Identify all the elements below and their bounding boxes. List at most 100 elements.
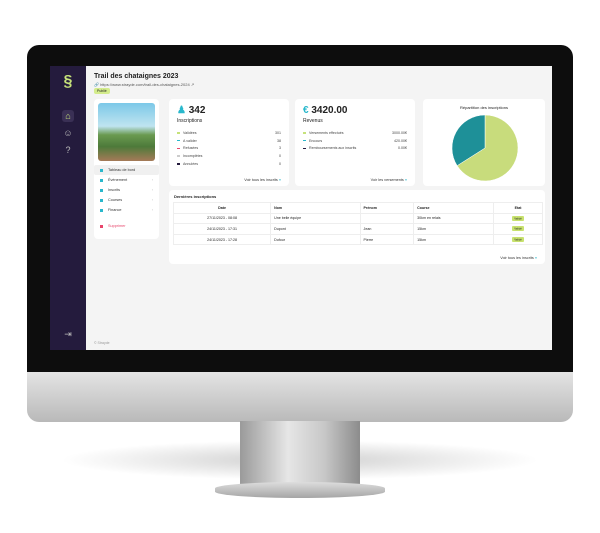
chevron-right-icon: › bbox=[151, 198, 153, 202]
legend-dot bbox=[303, 147, 306, 150]
logo-icon[interactable]: § bbox=[63, 73, 73, 90]
table-cell: Dupont bbox=[270, 223, 361, 235]
pie-slice-1[interactable] bbox=[451, 114, 486, 167]
row-value: 420.00€ bbox=[394, 138, 407, 143]
home-icon[interactable]: ⌂ bbox=[62, 110, 74, 122]
delete-button[interactable]: Supprimer bbox=[94, 221, 159, 231]
table-cell: Une belle équipe bbox=[270, 212, 361, 225]
inscriptions-row: Annulées 0 bbox=[177, 162, 281, 166]
cell-text: Une belle équipe bbox=[274, 216, 302, 221]
menu-icon bbox=[100, 208, 103, 212]
row-value: 38 bbox=[277, 138, 281, 143]
url-text[interactable]: https://www.strayde.com/trail-des-chatai… bbox=[100, 82, 190, 87]
row-label: Validées bbox=[177, 131, 197, 135]
revenus-label: Revenus bbox=[303, 118, 323, 124]
row-label: Annulées bbox=[177, 162, 198, 166]
row-label-text: Encours bbox=[309, 138, 323, 143]
row-label-text: Validées bbox=[183, 131, 197, 135]
row-label: Incomplètes bbox=[177, 154, 202, 158]
inscriptions-card: ♟ 342 Inscriptions Validées 301 A valider 3… bbox=[169, 99, 289, 186]
recent-inscriptions-card: Dernières inscriptions Date Nom Prénom Cour… bbox=[169, 190, 545, 264]
table-cell bbox=[359, 212, 415, 225]
event-url[interactable]: 🔗 https://www.strayde.com/trail-des-chat… bbox=[94, 82, 195, 87]
cell-text: 27/11/2023 - 08:08 bbox=[207, 216, 237, 221]
table-cell: Validé bbox=[493, 233, 543, 246]
status-badge: Validé bbox=[512, 215, 524, 221]
table-row[interactable]: 24/11/2023 - 17:28 Dufour Pierre 15km Validé bbox=[172, 233, 543, 246]
legend-dot bbox=[177, 132, 180, 134]
users-icon[interactable]: ☺ bbox=[63, 128, 73, 138]
row-label: Encours bbox=[303, 139, 322, 143]
table-cell: Validé bbox=[493, 223, 543, 235]
row-label: A valider bbox=[177, 139, 197, 143]
column-header[interactable]: Date bbox=[172, 202, 272, 214]
page-title: Trail des chataignes 2023 bbox=[94, 73, 179, 80]
monitor-stand bbox=[240, 421, 360, 486]
event-menu-card: Tableau de bord Événement › Inscrits › Course… bbox=[94, 99, 159, 239]
inscriptions-row: Incomplètes 0 bbox=[177, 154, 281, 158]
revenus-card: € 3420.00 Revenus Versements effectués 30… bbox=[295, 99, 415, 186]
row-label-text: Refusées bbox=[183, 146, 199, 151]
menu-icon bbox=[100, 188, 103, 192]
logout-icon[interactable]: ⇥ bbox=[64, 329, 72, 339]
column-header[interactable]: Course bbox=[413, 202, 495, 214]
recent-table: Date Nom Prénom Course Etat 27/11/2023 - 08:0… bbox=[172, 202, 543, 246]
sidebar: § ⌂ ☺ ? ⇥ bbox=[50, 66, 86, 350]
cell-text: Jean bbox=[363, 226, 372, 231]
cell-text: 15km bbox=[417, 226, 426, 231]
pie-chart bbox=[451, 114, 519, 182]
inscriptions-label: Inscriptions bbox=[177, 118, 203, 124]
menu-icon bbox=[100, 178, 103, 182]
menu-item-3[interactable]: Courses › bbox=[94, 195, 159, 205]
inscriptions-row: Refusées 3 bbox=[177, 146, 281, 150]
menu-item-0[interactable]: Tableau de bord bbox=[94, 165, 159, 175]
table-cell: Jean bbox=[359, 223, 415, 235]
table-cell: 27/11/2023 - 08:08 bbox=[172, 212, 272, 225]
chevron-right-icon: › bbox=[151, 178, 153, 182]
legend-dot bbox=[177, 155, 180, 157]
monitor-chin bbox=[27, 372, 573, 422]
menu-label: Événement bbox=[108, 178, 128, 182]
column-header[interactable]: Etat bbox=[493, 202, 543, 214]
euro-icon: € bbox=[303, 105, 309, 116]
table-row[interactable]: 27/11/2023 - 08:08 Une belle équipe 30km e… bbox=[172, 212, 543, 225]
row-label: Refusées bbox=[177, 146, 198, 150]
screen: § ⌂ ☺ ? ⇥ Trail des chataignes 2023 🔗 ht… bbox=[50, 66, 552, 350]
column-header[interactable]: Prénom bbox=[359, 202, 415, 214]
see-all-inscrits-link[interactable]: Voir tous les inscrits » bbox=[244, 178, 281, 182]
status-badge: Publié bbox=[94, 88, 110, 94]
table-cell: Validé bbox=[493, 212, 543, 225]
row-label: Remboursements aux inscrits bbox=[303, 146, 356, 150]
legend-dot bbox=[177, 163, 180, 165]
table-cell: 15km bbox=[413, 233, 495, 246]
menu-item-2[interactable]: Inscrits › bbox=[94, 185, 159, 195]
menu-label: Courses bbox=[108, 198, 123, 202]
table-row[interactable]: 24/11/2023 - 17:31 Dupont Jean 15km Validé bbox=[172, 223, 543, 235]
legend-dot bbox=[177, 147, 180, 150]
person-icon: ♟ bbox=[177, 105, 186, 116]
pie-chart-card: Répartition des inscriptions bbox=[423, 99, 545, 186]
legend-dot bbox=[303, 132, 306, 134]
column-header[interactable]: Nom bbox=[270, 202, 361, 214]
chevron-right-icon: › bbox=[151, 208, 153, 212]
table-cell: 30km en relais bbox=[413, 212, 495, 225]
see-all-inscrits-link-2[interactable]: Voir tous les inscrits » bbox=[500, 256, 537, 260]
row-value: 3000.00€ bbox=[392, 131, 407, 135]
menu-icon bbox=[100, 168, 103, 172]
revenus-total: 3420.00 bbox=[311, 105, 348, 116]
inscriptions-row: Validées 301 bbox=[177, 131, 281, 135]
pie-slice-0[interactable] bbox=[456, 114, 519, 182]
menu-item-1[interactable]: Événement › bbox=[94, 175, 159, 185]
revenus-row: Versements effectués 3000.00€ bbox=[303, 131, 407, 135]
row-label-text: A valider bbox=[183, 138, 197, 143]
status-badge: Validé bbox=[512, 226, 524, 232]
status-badge: Validé bbox=[512, 237, 524, 243]
inscriptions-list: Validées 301 A valider 38 Refusées 3 Incomplèt… bbox=[177, 131, 281, 166]
menu-item-4[interactable]: Finance › bbox=[94, 205, 159, 215]
see-versements-link[interactable]: Voir les versements » bbox=[370, 178, 407, 182]
help-icon[interactable]: ? bbox=[65, 145, 71, 155]
event-image bbox=[98, 103, 155, 161]
monitor-foot bbox=[215, 482, 385, 498]
inscriptions-total: 342 bbox=[188, 105, 206, 116]
table-cell: Pierre bbox=[359, 233, 415, 246]
